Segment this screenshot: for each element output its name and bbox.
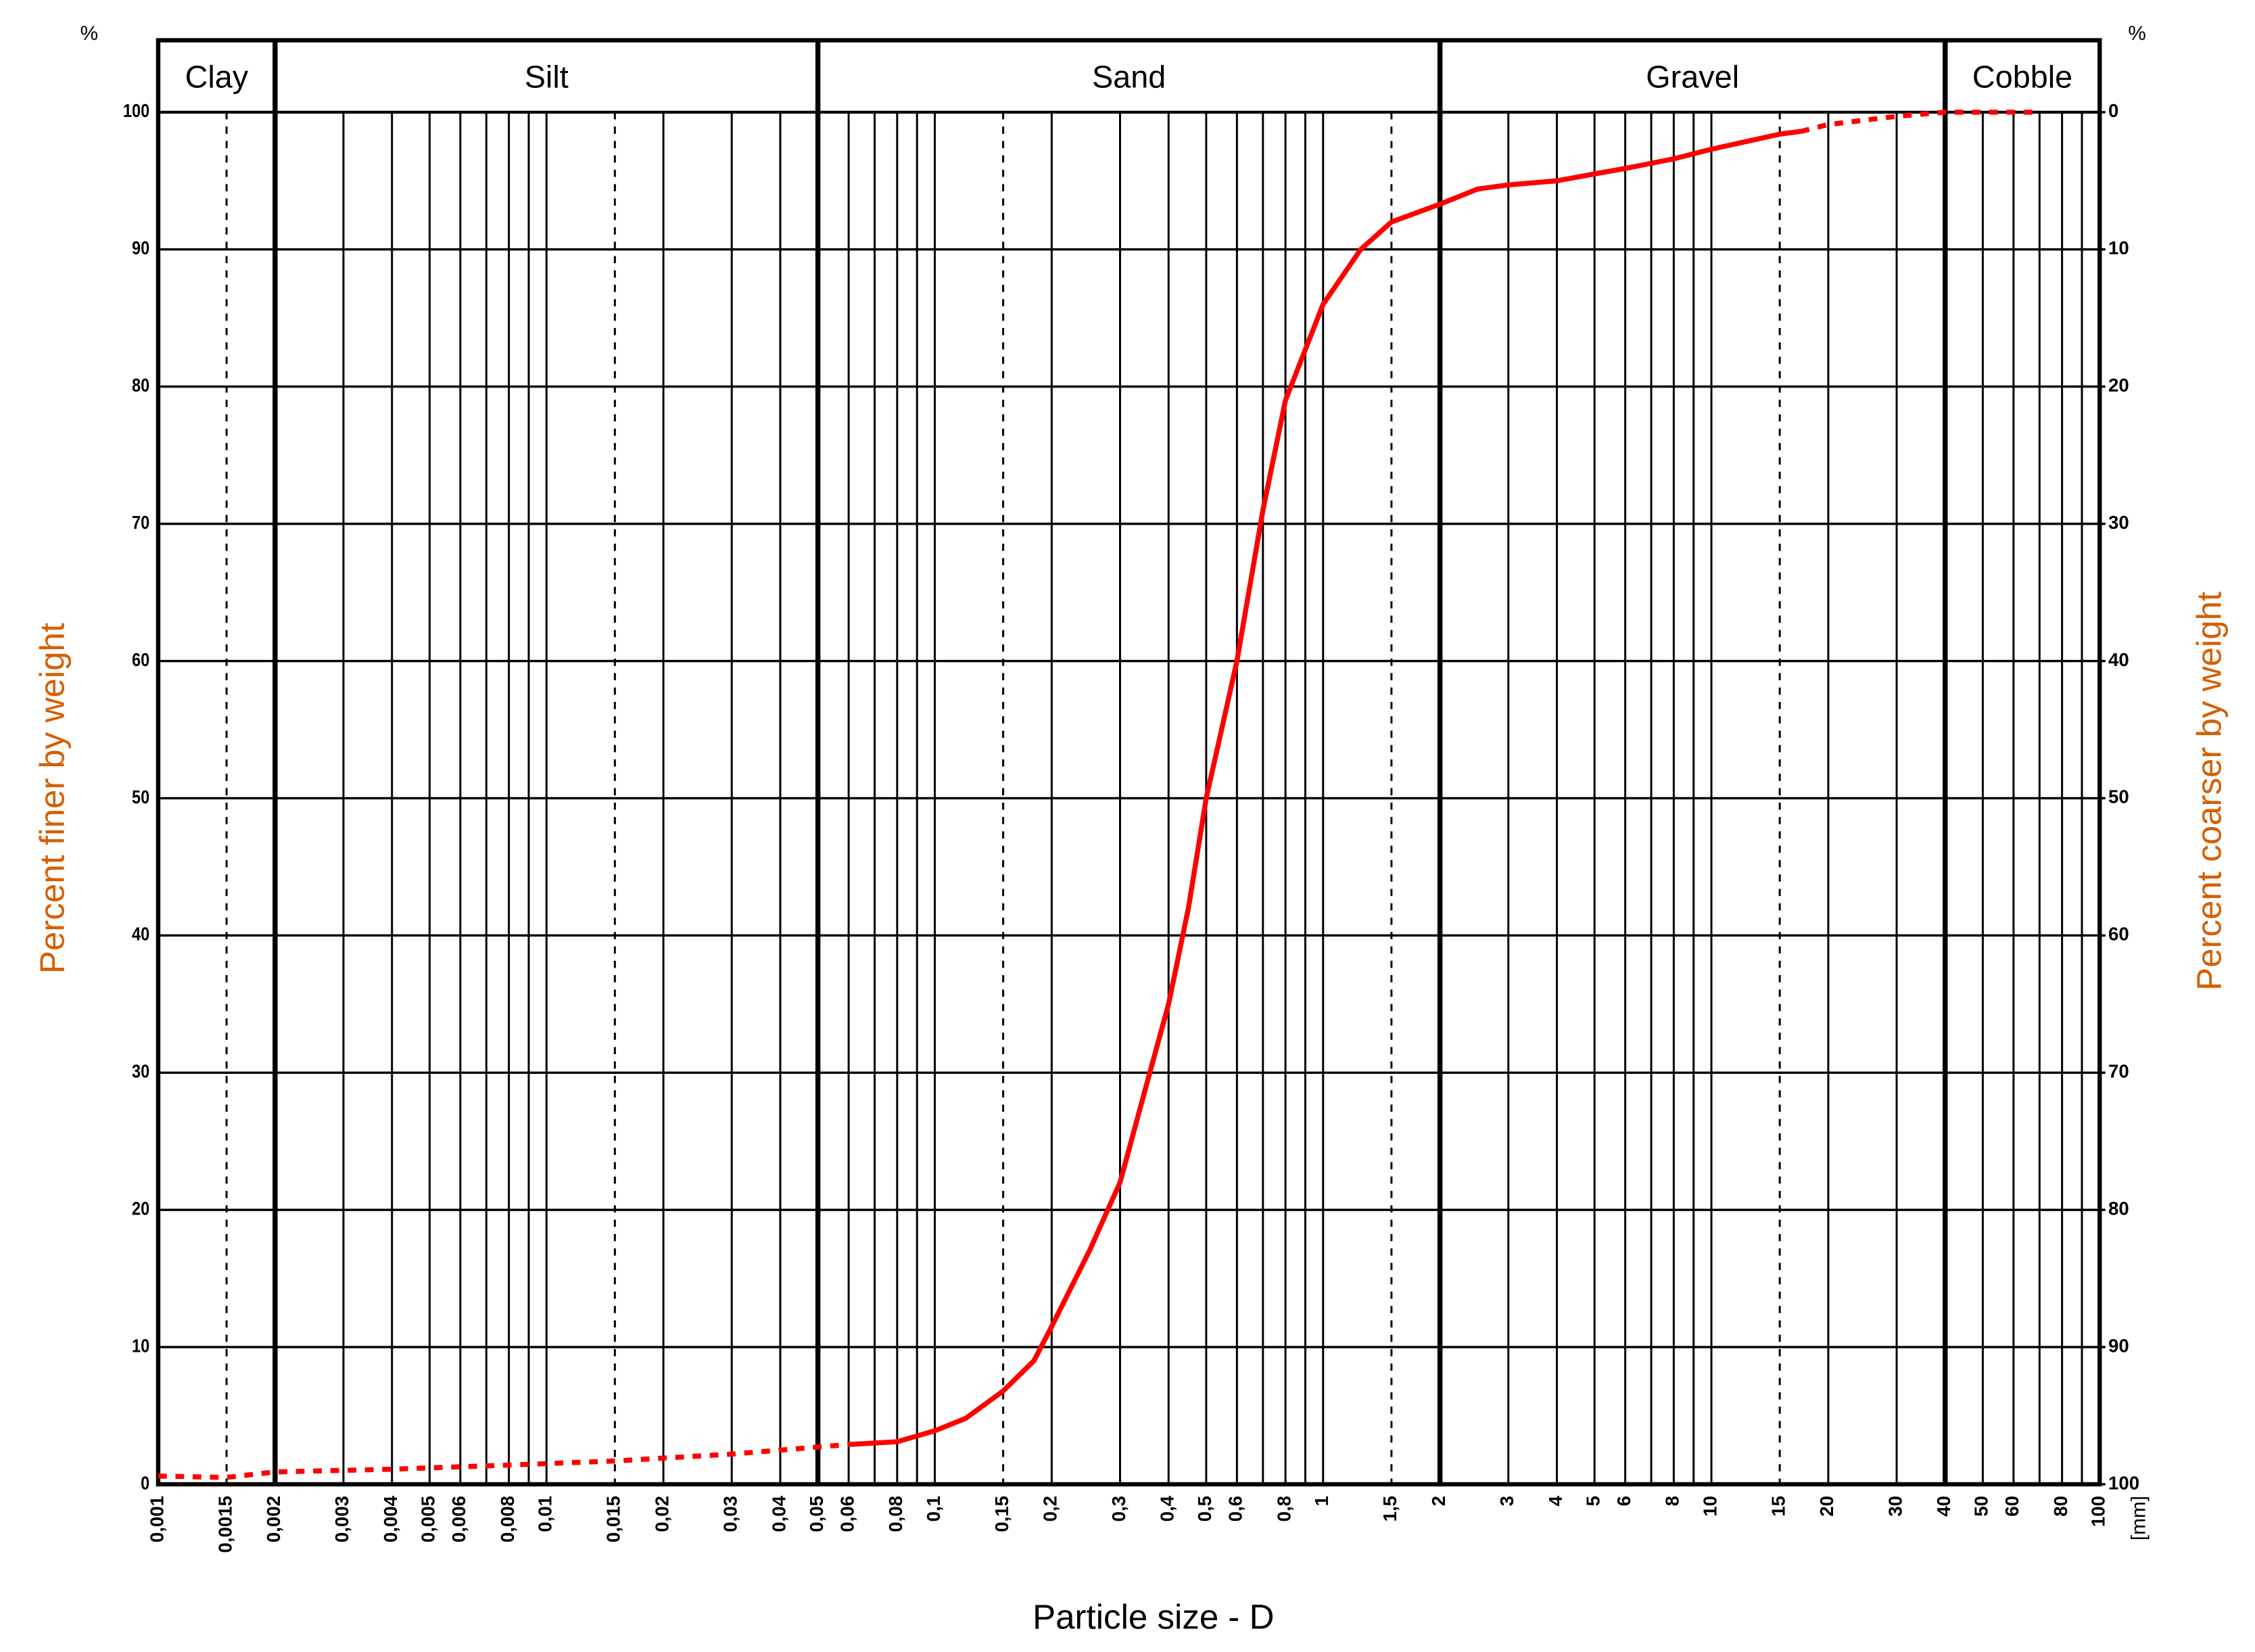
y2-tick-label: 50 [2108, 786, 2129, 807]
x-tick-label: 15 [1767, 1496, 1788, 1517]
plot-frame [156, 38, 2102, 1487]
x-tick-label: 0,008 [497, 1496, 518, 1542]
zone-label: Cobble [1972, 59, 2072, 94]
x-tick-label: 0,4 [1157, 1495, 1178, 1521]
x-tick-label: 0,08 [885, 1496, 906, 1532]
grading-curve [1800, 110, 2040, 134]
y-tick-label: 20 [132, 1199, 149, 1219]
x-tick-label: 0,06 [836, 1496, 857, 1532]
y-tick-label: 90 [132, 238, 149, 258]
x-tick-label: 0,6 [1225, 1496, 1246, 1521]
zone-label: Gravel [1646, 59, 1739, 94]
y-tick-label: 30 [132, 1062, 149, 1082]
y-unit: % [80, 22, 98, 45]
x-tick-label: 0,002 [263, 1496, 284, 1542]
x-tick-label: 0,5 [1194, 1496, 1215, 1521]
y2-tick-label: 30 [2108, 512, 2129, 533]
x-unit: [mm] [2128, 1496, 2150, 1540]
x-tick-label: 0,003 [331, 1496, 352, 1542]
x-tick-label: 40 [1933, 1496, 1954, 1517]
x-tick-label: 0,03 [720, 1496, 741, 1532]
y2-tick-label: 40 [2108, 649, 2129, 670]
x-tick-label: 30 [1884, 1496, 1905, 1517]
y2-tick-label: 60 [2108, 924, 2129, 945]
x-tick-label: 60 [2001, 1496, 2022, 1517]
x-tick-label: 80 [2050, 1496, 2071, 1517]
x-tick-label: 10 [1699, 1496, 1720, 1517]
x-tick-label: 3 [1496, 1496, 1517, 1506]
x-tick-label: 0,01 [535, 1496, 556, 1532]
y2-tick-label: 70 [2108, 1061, 2129, 1082]
x-tick-label: 0,15 [991, 1496, 1012, 1532]
x-tick-label: 4 [1545, 1495, 1566, 1506]
x-tick-label: 6 [1613, 1496, 1634, 1506]
zone-label: Silt [525, 59, 569, 94]
grading-curve [158, 1442, 849, 1480]
x-axis-label: Particle size - D [1032, 1597, 1274, 1636]
x-tick-label: 20 [1816, 1496, 1837, 1517]
x-tick-label: 2 [1428, 1496, 1449, 1506]
x-tick-label: 50 [1971, 1496, 1992, 1517]
x-tick-label: 1 [1311, 1496, 1332, 1506]
y-tick-label: 10 [132, 1336, 149, 1356]
y-tick-label: 100 [123, 101, 149, 122]
x-tick-label: 0,3 [1108, 1496, 1129, 1521]
x-tick-label: 0,001 [146, 1496, 167, 1542]
y-tick-label: 0 [141, 1473, 149, 1494]
x-tick-label: 8 [1662, 1496, 1683, 1506]
x-tick-label: 1,5 [1379, 1496, 1400, 1521]
x-tick-label: 0,8 [1273, 1496, 1294, 1521]
x-tick-label: 0,02 [651, 1496, 672, 1532]
x-tick-label: 0,015 [603, 1496, 624, 1542]
y2-tick-label: 0 [2108, 100, 2118, 121]
y-tick-label: 70 [132, 513, 149, 533]
x-tick-label: 0,0015 [214, 1496, 235, 1553]
x-tick-label: 100 [2088, 1496, 2109, 1527]
y-tick-label: 60 [132, 650, 149, 670]
y2-tick-label: 20 [2108, 375, 2129, 396]
y-tick-label: 80 [132, 375, 149, 396]
y2-axis-label: Percent coarser by weight [2190, 592, 2229, 991]
y2-unit: % [2128, 22, 2145, 45]
y2-tick-label: 80 [2108, 1198, 2129, 1219]
x-tick-label: 0,2 [1040, 1496, 1061, 1521]
y2-tick-label: 100 [2108, 1472, 2139, 1493]
x-tick-label: 0,04 [768, 1495, 789, 1532]
grading-curve [848, 128, 1801, 1447]
y-tick-label: 40 [132, 924, 149, 945]
x-tick-label: 0,004 [380, 1495, 401, 1542]
x-tick-label: 0,1 [923, 1496, 944, 1521]
x-tick-label: 0,006 [448, 1496, 469, 1542]
x-tick-label: 0,005 [418, 1496, 439, 1542]
y2-tick-label: 90 [2108, 1335, 2129, 1356]
zone-label: Clay [185, 59, 249, 94]
y-tick-label: 50 [132, 787, 149, 807]
y2-tick-label: 10 [2108, 237, 2129, 258]
y-axis-label: Percent finer by weight [32, 623, 71, 974]
zone-label: Sand [1092, 59, 1166, 94]
x-tick-label: 0,05 [806, 1496, 827, 1532]
x-tick-label: 5 [1582, 1496, 1603, 1506]
